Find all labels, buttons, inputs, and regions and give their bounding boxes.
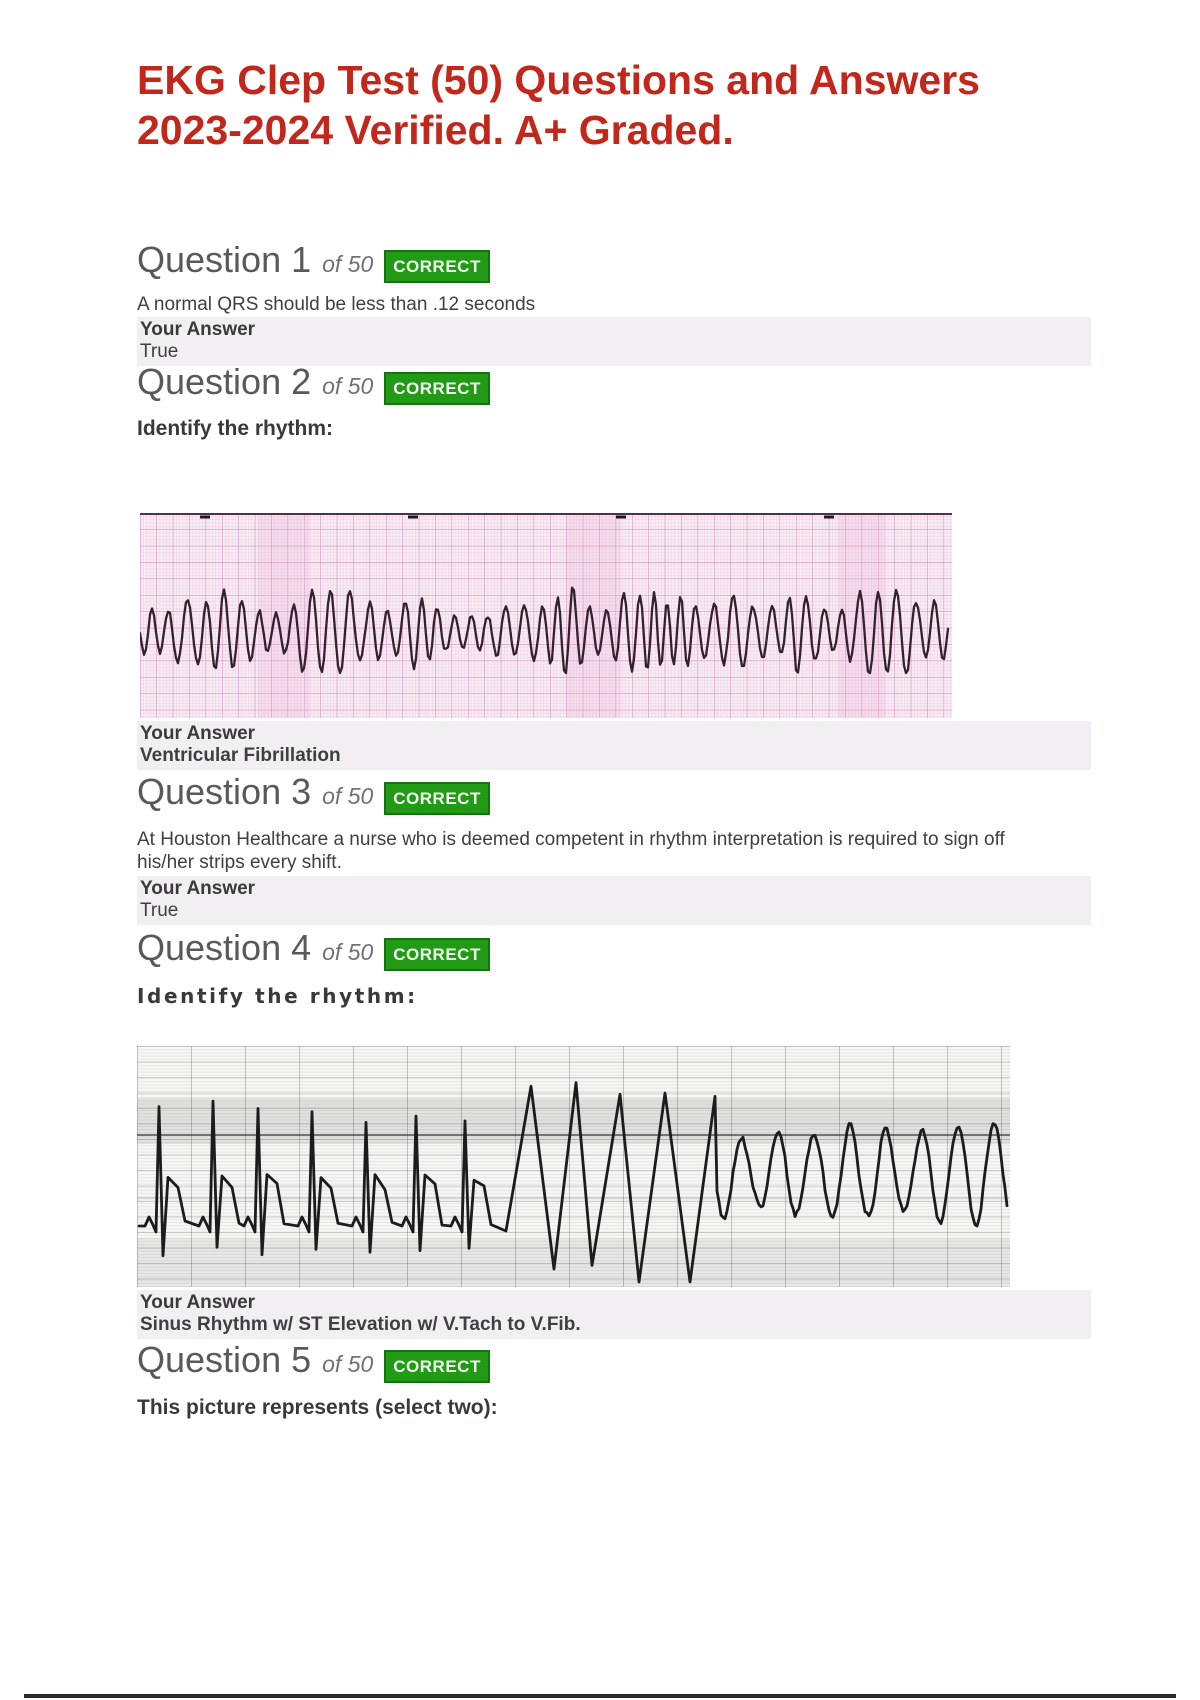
question-5-prompt: This picture represents (select two):	[137, 1396, 498, 1419]
question-of-total: of 50	[322, 939, 374, 965]
ekg-strip-grayscale-vtach-image	[137, 1046, 1010, 1287]
question-4-answer-block: Your Answer Sinus Rhythm w/ ST Elevation…	[137, 1290, 1091, 1339]
question-of-total: of 50	[322, 373, 374, 399]
question-2-heading: Question 2 of 50 CORRECT	[137, 360, 490, 406]
question-of-total: of 50	[322, 783, 374, 809]
question-4-prompt: Identify the rhythm:	[137, 984, 418, 1008]
question-number: Question 1	[137, 239, 312, 280]
page-title-line2: 2023-2024 Verified. A+ Graded.	[137, 107, 734, 153]
answer-value: True	[140, 900, 179, 921]
question-1-heading: Question 1 of 50 CORRECT	[137, 238, 490, 284]
question-of-total: of 50	[322, 251, 374, 277]
question-number: Question 2	[137, 361, 312, 402]
correct-badge: CORRECT	[384, 1350, 490, 1383]
question-of-total: of 50	[322, 1351, 374, 1377]
question-1-text: A normal QRS should be less than .12 sec…	[137, 294, 536, 315]
question-4-heading: Question 4 of 50 CORRECT	[137, 926, 490, 972]
correct-badge: CORRECT	[384, 372, 490, 405]
question-number: Question 4	[137, 927, 312, 968]
question-2-prompt: Identify the rhythm:	[137, 417, 334, 440]
your-answer-label: Your Answer	[140, 319, 256, 340]
answer-value: True	[140, 341, 179, 362]
correct-badge: CORRECT	[384, 938, 490, 971]
answer-value: Sinus Rhythm w/ ST Elevation w/ V.Tach t…	[140, 1314, 581, 1335]
question-number: Question 3	[137, 771, 312, 812]
question-3-answer-block: Your Answer True	[137, 876, 1091, 925]
correct-badge: CORRECT	[384, 250, 490, 283]
question-3-text: At Houston Healthcare a nurse who is dee…	[137, 829, 1005, 873]
question-5-heading: Question 5 of 50 CORRECT	[137, 1338, 490, 1384]
question-2-answer-block: Your Answer Ventricular Fibrillation	[137, 721, 1091, 770]
question-3-heading: Question 3 of 50 CORRECT	[137, 770, 490, 816]
next-image-top-edge	[24, 1694, 1176, 1698]
your-answer-label: Your Answer	[140, 878, 256, 899]
your-answer-label: Your Answer	[140, 723, 256, 744]
page-title: EKG Clep Test (50) Questions and Answers…	[137, 55, 1117, 155]
your-answer-label: Your Answer	[140, 1292, 256, 1313]
ekg-strip-pink-vfib-image	[140, 513, 952, 718]
question-1-answer-block: Your Answer True	[137, 317, 1091, 366]
page-title-line1: EKG Clep Test (50) Questions and Answers	[137, 57, 980, 103]
question-number: Question 5	[137, 1339, 312, 1380]
correct-badge: CORRECT	[384, 782, 490, 815]
answer-value: Ventricular Fibrillation	[140, 745, 341, 766]
